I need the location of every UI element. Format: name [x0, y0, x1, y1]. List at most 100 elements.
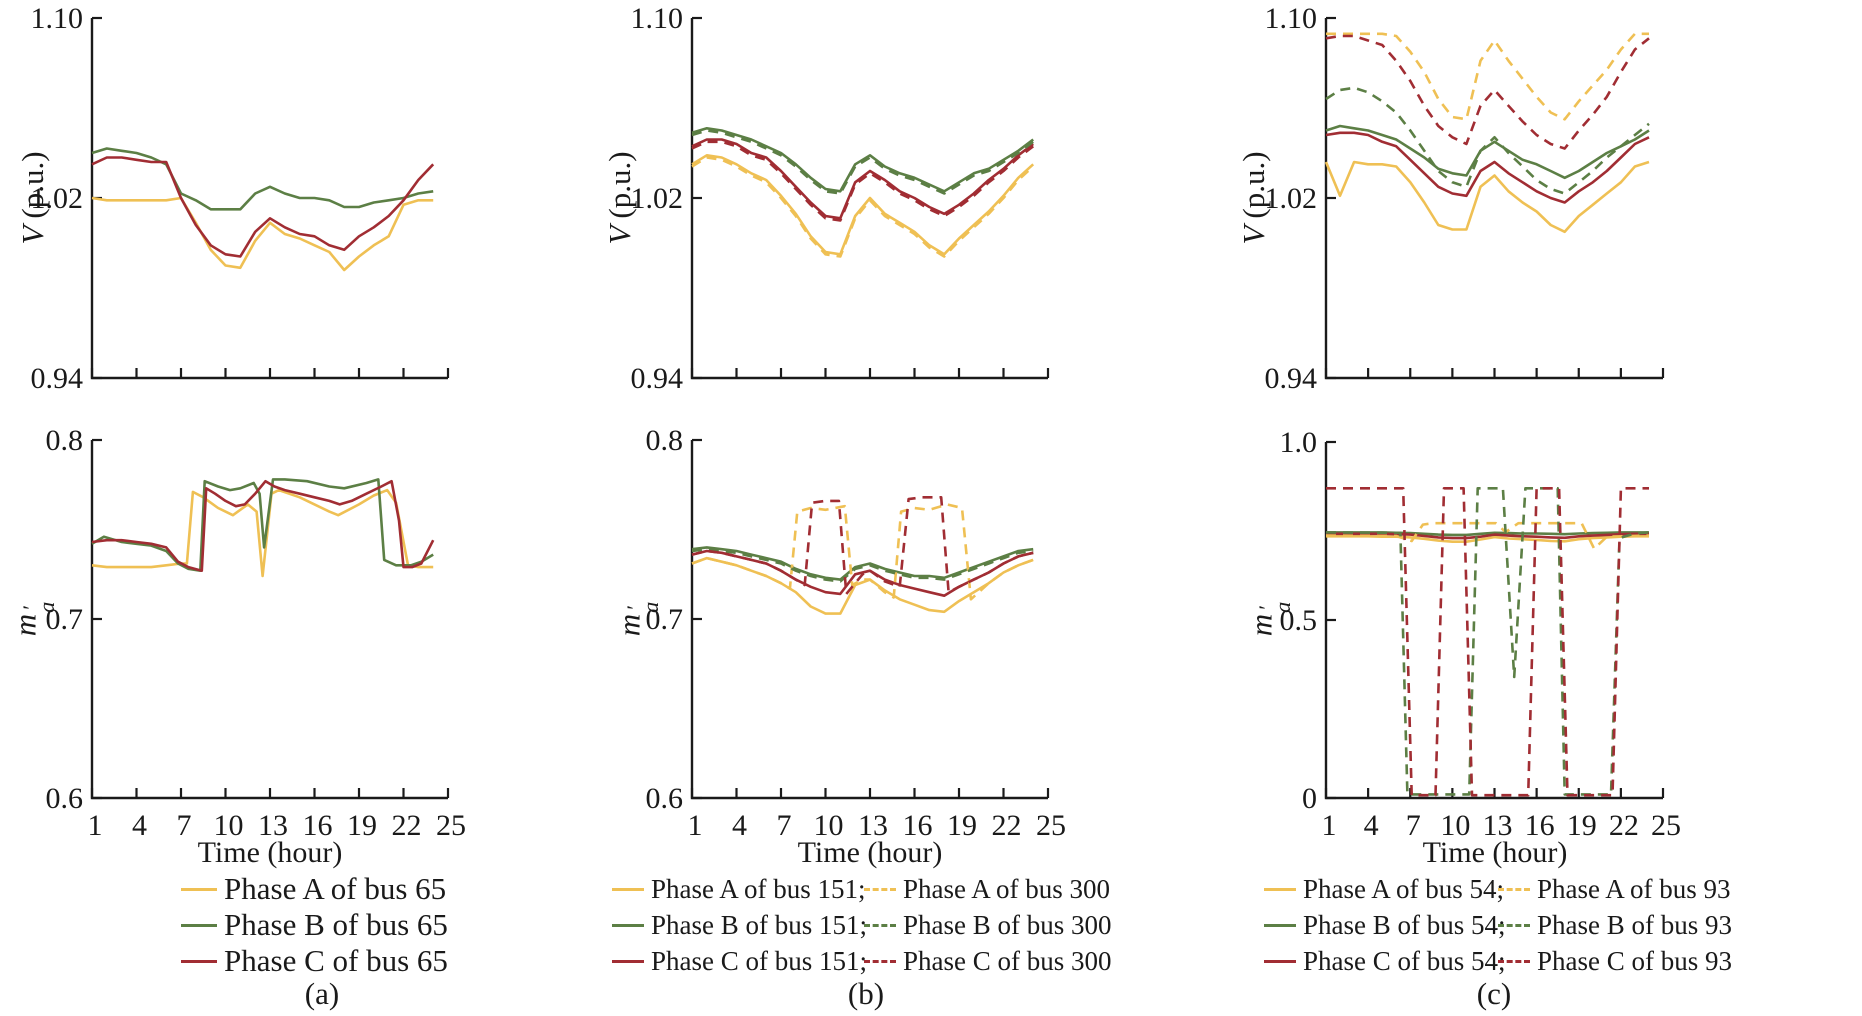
x-tick-label: 13 [858, 809, 888, 842]
y-tick-label: 1.10 [31, 2, 84, 35]
subscript-a: a [1270, 601, 1296, 613]
x-tick-label: 13 [258, 809, 288, 842]
x-tick-label: 4 [1364, 809, 1379, 842]
series-phase-a-of-bus-300 [691, 156, 1035, 258]
legend-label: Phase A of bus 65 [224, 871, 447, 906]
x-tick-label: 22 [392, 809, 422, 842]
x-tick-label: 7 [777, 809, 792, 842]
legend-label: Phase B of bus 54; [1303, 909, 1506, 940]
legend-swatch-solid-line [612, 959, 644, 963]
x-tick-label: 19 [947, 809, 977, 842]
series-phase-c-of-bus-300 [691, 140, 1034, 222]
y-axis-label-ma-c: m ′ a [1243, 601, 1296, 637]
series-phase-a-of-bus-54 [1324, 160, 1650, 234]
x-tick-label: 25 [1651, 809, 1681, 842]
y-tick-label: 0.94 [631, 362, 684, 395]
y-tick-label: 0 [1302, 782, 1317, 815]
panel-caption-b: (b) [847, 976, 885, 1011]
legend-swatch-solid-line [181, 923, 217, 927]
y-tick-label: 1.02 [31, 182, 84, 215]
x-tick-label: 16 [903, 809, 933, 842]
series-phase-c-of-bus-65 [91, 479, 435, 573]
legend-label: Phase C of bus 300 [903, 945, 1112, 976]
y-tick-label: 1.10 [631, 2, 684, 35]
x-tick-label: 16 [303, 809, 333, 842]
series-phase-a-of-bus-300 [691, 503, 1034, 601]
legend-item: Phase A of bus 54; [1264, 874, 1504, 904]
legend-swatch-solid-line [181, 887, 217, 891]
x-tick-label: 7 [177, 809, 192, 842]
subscript-a: a [34, 601, 60, 613]
y-tick-label: 1.10 [1265, 2, 1318, 35]
legend-swatch-dashed-line [864, 923, 896, 927]
chart-a-top: 0.94 1.02 1.10 [31, 2, 450, 395]
legend-swatch-solid-line [181, 959, 217, 963]
legend-item: Phase A of bus 65 [181, 871, 447, 906]
legend-swatch-dashed-line [1498, 887, 1530, 891]
legend-swatch-solid-line [1264, 923, 1296, 927]
series-phase-c-of-bus-93 [1325, 34, 1650, 150]
x-axis-label-b: Time (hour) [797, 836, 943, 869]
y-tick-label: 0.94 [31, 362, 84, 395]
legend-label: Phase C of bus 54; [1303, 945, 1506, 976]
legend-item: Phase C of bus 93 [1498, 946, 1732, 976]
y-tick-label: 0.8 [646, 424, 684, 457]
series-phase-b-of-bus-93 [1325, 86, 1650, 195]
legend-label: Phase A of bus 93 [1537, 873, 1731, 904]
series-phase-c-of-bus-93 [1326, 486, 1649, 797]
legend-item: Phase B of bus 54; [1264, 910, 1506, 940]
legend-item: Phase C of bus 54; [1264, 946, 1506, 976]
y-axis-label-ma-b: m ′ a [611, 601, 664, 637]
x-tick-label: 1 [688, 809, 703, 842]
series-phase-c-of-bus-65 [91, 156, 435, 258]
y-tick-label: 1.0 [1280, 426, 1318, 459]
x-tick-label: 25 [1036, 809, 1066, 842]
y-axis-label-v-b: V(p.u.) [602, 151, 637, 245]
legend-swatch-dashed-line [864, 887, 896, 891]
legend-label: Phase A of bus 151; [651, 873, 866, 904]
series-phase-a-of-bus-93 [1326, 32, 1649, 121]
x-tick-label: 1 [1322, 809, 1337, 842]
x-tick-label: 10 [1440, 809, 1470, 842]
x-tick-label: 19 [347, 809, 377, 842]
legend-item: Phase C of bus 300 [864, 946, 1112, 976]
y-tick-label: 0.7 [646, 603, 684, 636]
chart-a-bot: 0.6 0.7 0.8 1 4 7 10 13 16 19 22 25 [46, 424, 467, 842]
x-tick-label: 4 [132, 809, 147, 842]
series-phase-b-of-bus-151 [691, 127, 1034, 193]
legend-swatch-solid-line [1264, 887, 1296, 891]
legend-swatch-solid-line [612, 923, 644, 927]
x-tick-label: 1 [88, 809, 103, 842]
legend-swatch-dashed-line [1498, 923, 1530, 927]
legend-item: Phase B of bus 93 [1498, 910, 1732, 940]
legend-swatch-solid-line [1264, 959, 1296, 963]
chart-b-bot: 0.6 0.7 0.8 1 4 7 10 13 16 19 22 25 [646, 424, 1067, 842]
x-axis-label-c: Time (hour) [1422, 836, 1568, 869]
series-phase-b-of-bus-65 [91, 147, 434, 211]
y-axis-label-v-c: V(p.u.) [1236, 151, 1271, 245]
legend-item: Phase B of bus 300 [864, 910, 1112, 940]
chart-b-top: 0.94 1.02 1.10 [631, 2, 1050, 395]
legend-item: Phase B of bus 65 [181, 907, 448, 942]
legend-swatch-solid-line [612, 887, 644, 891]
x-tick-label: 4 [732, 809, 747, 842]
legend-label: Phase B of bus 65 [224, 907, 448, 942]
y-axis-label-v-a: V(p.u.) [15, 151, 50, 245]
series-phase-b-of-bus-65 [91, 478, 434, 573]
series-phase-b-of-bus-300 [691, 129, 1034, 195]
legend-item: Phase C of bus 65 [181, 943, 448, 978]
legend-label: Phase A of bus 300 [903, 873, 1111, 904]
panel-caption-a: (a) [304, 976, 340, 1011]
legend-label: Phase A of bus 54; [1303, 873, 1505, 904]
x-tick-label: 25 [436, 809, 466, 842]
series-phase-a-of-bus-151 [691, 154, 1035, 256]
subscript-a: a [638, 601, 664, 613]
series-phase-a-of-bus-54 [1326, 534, 1649, 544]
legend-label: Phase C of bus 93 [1537, 945, 1732, 976]
y-tick-label: 1.02 [631, 182, 684, 215]
legend-item: Phase A of bus 300 [864, 874, 1110, 904]
x-tick-label: 10 [214, 809, 244, 842]
y-tick-label: 0.7 [46, 603, 84, 636]
